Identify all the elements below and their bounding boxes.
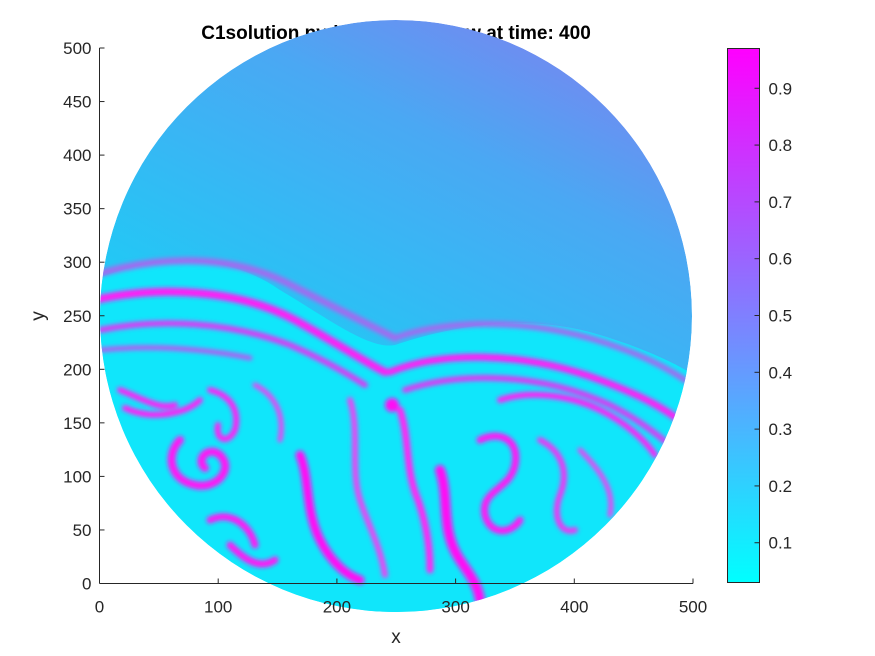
x-tick-label: 200 bbox=[323, 598, 351, 617]
colorbar-tick-label: 0.5 bbox=[769, 307, 793, 326]
y-tick-label: 500 bbox=[63, 39, 91, 58]
x-tick-label: 500 bbox=[679, 598, 707, 617]
colorbar-tick-label: 0.9 bbox=[769, 79, 793, 98]
x-tick-label: 0 bbox=[95, 598, 104, 617]
y-tick-label: 400 bbox=[63, 146, 91, 165]
y-tick-label: 150 bbox=[63, 414, 91, 433]
colorbar-ticks: 0.1 0.2 0.3 0.4 0.5 0.6 0.7 0.8 0.9 bbox=[754, 79, 793, 553]
x-axis-ticks: 0 100 200 300 400 500 bbox=[95, 578, 707, 617]
colorbar-tick-label: 0.2 bbox=[769, 477, 793, 496]
y-tick-label: 100 bbox=[63, 467, 91, 486]
colorbar-tick-label: 0.4 bbox=[769, 363, 793, 382]
pattern-bands bbox=[100, 257, 692, 605]
field-plot bbox=[100, 20, 692, 612]
y-tick-label: 350 bbox=[63, 200, 91, 219]
y-axis-label: y bbox=[28, 311, 49, 321]
y-tick-label: 450 bbox=[63, 93, 91, 112]
y-tick-label: 0 bbox=[82, 575, 91, 594]
colorbar-tick-label: 0.7 bbox=[769, 193, 793, 212]
lower-field bbox=[100, 260, 692, 612]
colorbar-tick-label: 0.1 bbox=[769, 534, 793, 553]
y-axis-ticks: 0 50 100 150 200 250 300 350 400 450 500 bbox=[63, 39, 105, 594]
colorbar-tick-label: 0.8 bbox=[769, 136, 793, 155]
x-tick-label: 100 bbox=[204, 598, 232, 617]
y-tick-label: 250 bbox=[63, 307, 91, 326]
y-tick-label: 200 bbox=[63, 360, 91, 379]
colorbar-tick-label: 0.6 bbox=[769, 250, 793, 269]
colorbar-tick-label: 0.3 bbox=[769, 420, 793, 439]
x-tick-label: 400 bbox=[560, 598, 588, 617]
colorbar bbox=[727, 48, 760, 583]
y-tick-label: 300 bbox=[63, 253, 91, 272]
x-tick-label: 300 bbox=[441, 598, 469, 617]
x-axis-label: x bbox=[391, 627, 401, 648]
y-tick-label: 50 bbox=[73, 521, 92, 540]
